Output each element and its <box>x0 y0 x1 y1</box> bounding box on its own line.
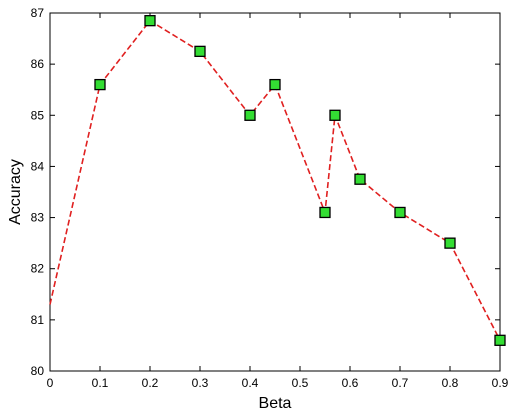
y-tick-label: 86 <box>31 57 45 71</box>
x-tick-label: 0.1 <box>92 376 109 390</box>
data-point <box>269 78 281 91</box>
data-point <box>394 206 406 219</box>
y-tick-label: 83 <box>31 211 45 225</box>
x-tick-label: 0.2 <box>142 376 159 390</box>
axis-ticks: 0 0.1 0.2 0.3 0.4 0.5 0.6 0.7 0.8 0.9 80 81 82 83 84 85… <box>31 6 509 390</box>
y-tick-label: 80 <box>31 364 45 378</box>
data-point <box>194 45 206 58</box>
series-layer <box>49 15 506 346</box>
y-tick-label: 87 <box>31 6 45 20</box>
x-tick-label: 0 <box>47 376 54 390</box>
x-tick-label: 0.4 <box>242 376 259 390</box>
y-tick-label: 85 <box>31 108 45 122</box>
data-point <box>329 109 341 121</box>
data-point <box>319 206 331 219</box>
x-tick-label: 0.5 <box>292 376 309 390</box>
x-tick-label: 0.6 <box>342 376 359 390</box>
x-axis-label: Beta <box>259 395 292 412</box>
y-tick-label: 81 <box>31 313 45 327</box>
x-tick-label: 0.8 <box>442 376 459 390</box>
data-point <box>244 109 256 121</box>
y-axis-label: Accuracy <box>7 159 24 225</box>
data-point <box>94 78 106 91</box>
data-point <box>444 237 456 249</box>
y-tick-label: 82 <box>31 262 45 276</box>
data-point <box>144 15 156 27</box>
plot-area <box>49 12 501 372</box>
data-point <box>494 334 506 346</box>
series-line <box>49 19 501 341</box>
data-point <box>354 173 366 185</box>
y-tick-label: 84 <box>31 159 45 173</box>
x-tick-label: 0.7 <box>392 376 409 390</box>
x-tick-label: 0.9 <box>492 376 509 390</box>
x-tick-label: 0.3 <box>192 376 209 390</box>
